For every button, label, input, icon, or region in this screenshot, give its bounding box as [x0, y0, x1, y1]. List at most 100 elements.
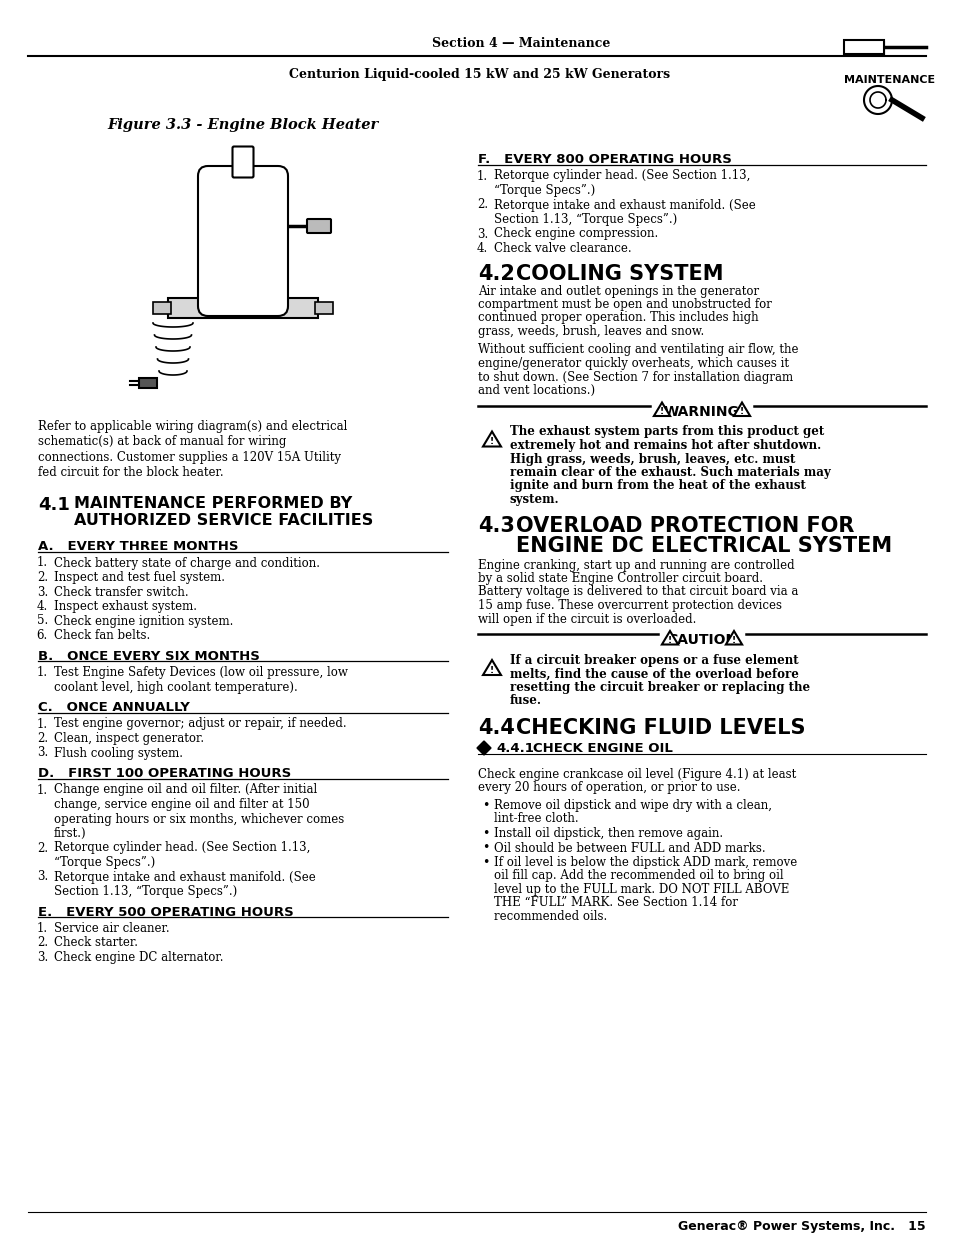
Text: !: ! [667, 636, 671, 645]
Text: fuse.: fuse. [510, 694, 541, 708]
Text: 2.: 2. [37, 936, 48, 950]
Text: every 20 hours of operation, or prior to use.: every 20 hours of operation, or prior to… [477, 782, 740, 794]
Text: If a circuit breaker opens or a fuse element: If a circuit breaker opens or a fuse ele… [510, 655, 798, 667]
Text: The exhaust system parts from this product get: The exhaust system parts from this produ… [510, 426, 823, 438]
Polygon shape [482, 431, 500, 447]
Text: Check engine crankcase oil level (Figure 4.1) at least: Check engine crankcase oil level (Figure… [477, 768, 796, 781]
Polygon shape [869, 91, 885, 107]
Text: Refer to applicable wiring diagram(s) and electrical: Refer to applicable wiring diagram(s) an… [38, 420, 347, 433]
Text: MAINTENANCE PERFORMED BY: MAINTENANCE PERFORMED BY [74, 496, 352, 511]
Text: engine/generator quickly overheats, which causes it: engine/generator quickly overheats, whic… [477, 357, 788, 370]
Text: coolant level, high coolant temperature).: coolant level, high coolant temperature)… [54, 680, 297, 694]
Text: Check engine compression.: Check engine compression. [494, 227, 658, 241]
Text: 3.: 3. [37, 746, 48, 760]
Text: remain clear of the exhaust. Such materials may: remain clear of the exhaust. Such materi… [510, 466, 830, 479]
Text: If oil level is below the dipstick ADD mark, remove: If oil level is below the dipstick ADD m… [494, 856, 797, 869]
Text: Section 4 — Maintenance: Section 4 — Maintenance [431, 37, 609, 49]
Text: lint-free cloth.: lint-free cloth. [494, 813, 578, 825]
Bar [139, 378, 157, 388]
Text: 6.: 6. [37, 629, 48, 642]
Text: Retorque cylinder head. (See Section 1.13,: Retorque cylinder head. (See Section 1.1… [494, 169, 750, 183]
Text: 2.: 2. [37, 571, 48, 584]
Text: Retorque intake and exhaust manifold. (See: Retorque intake and exhaust manifold. (S… [494, 199, 755, 211]
Text: 1.: 1. [37, 923, 48, 935]
Text: first.): first.) [54, 827, 87, 840]
Text: change, service engine oil and filter at 150: change, service engine oil and filter at… [54, 798, 310, 811]
Text: compartment must be open and unobstructed for: compartment must be open and unobstructe… [477, 298, 771, 311]
Text: continued proper operation. This includes high: continued proper operation. This include… [477, 311, 758, 325]
Text: F.   EVERY 800 OPERATING HOURS: F. EVERY 800 OPERATING HOURS [477, 153, 731, 165]
Text: operating hours or six months, whichever comes: operating hours or six months, whichever… [54, 813, 344, 825]
Text: !: ! [490, 437, 494, 447]
Text: 1.: 1. [37, 666, 48, 679]
FancyBboxPatch shape [233, 147, 253, 178]
Text: fed circuit for the block heater.: fed circuit for the block heater. [38, 467, 223, 479]
Text: Retorque cylinder head. (See Section 1.13,: Retorque cylinder head. (See Section 1.1… [54, 841, 310, 855]
Text: •: • [481, 841, 489, 855]
Text: 4.2: 4.2 [477, 264, 515, 284]
Text: Service air cleaner.: Service air cleaner. [54, 923, 170, 935]
Polygon shape [863, 86, 891, 114]
Text: Air intake and outlet openings in the generator: Air intake and outlet openings in the ge… [477, 284, 759, 298]
Text: level up to the FULL mark. DO NOT FILL ABOVE: level up to the FULL mark. DO NOT FILL A… [494, 883, 788, 897]
Text: Inspect and test fuel system.: Inspect and test fuel system. [54, 571, 225, 584]
Text: extremely hot and remains hot after shutdown.: extremely hot and remains hot after shut… [510, 438, 821, 452]
Text: melts, find the cause of the overload before: melts, find the cause of the overload be… [510, 667, 798, 680]
Text: Clean, inspect generator.: Clean, inspect generator. [54, 732, 204, 745]
Polygon shape [482, 659, 500, 676]
Polygon shape [476, 741, 491, 755]
Text: Remove oil dipstick and wipe dry with a clean,: Remove oil dipstick and wipe dry with a … [494, 799, 771, 811]
Text: High grass, weeds, brush, leaves, etc. must: High grass, weeds, brush, leaves, etc. m… [510, 452, 795, 466]
Text: !: ! [659, 408, 663, 416]
Text: Check transfer switch.: Check transfer switch. [54, 585, 189, 599]
Text: 1.: 1. [37, 783, 48, 797]
Text: “Torque Specs”.): “Torque Specs”.) [54, 856, 155, 869]
Text: 5.: 5. [37, 615, 48, 627]
Text: 15 amp fuse. These overcurrent protection devices: 15 amp fuse. These overcurrent protectio… [477, 599, 781, 613]
Text: “Torque Specs”.): “Torque Specs”.) [494, 184, 595, 198]
Text: 3.: 3. [37, 951, 48, 965]
Text: AUTHORIZED SERVICE FACILITIES: AUTHORIZED SERVICE FACILITIES [74, 513, 373, 529]
Text: •: • [481, 799, 489, 811]
Text: 2.: 2. [37, 732, 48, 745]
Text: Centurion Liquid-cooled 15 kW and 25 kW Generators: Centurion Liquid-cooled 15 kW and 25 kW … [289, 68, 670, 82]
Text: •: • [481, 856, 489, 869]
FancyBboxPatch shape [314, 303, 333, 314]
Polygon shape [733, 403, 749, 416]
Text: OVERLOAD PROTECTION FOR: OVERLOAD PROTECTION FOR [516, 516, 854, 536]
Text: Check battery state of charge and condition.: Check battery state of charge and condit… [54, 557, 319, 569]
Text: Check fan belts.: Check fan belts. [54, 629, 150, 642]
Text: Install oil dipstick, then remove again.: Install oil dipstick, then remove again. [494, 827, 722, 840]
Text: system.: system. [510, 493, 559, 506]
Text: Generac® Power Systems, Inc.   15: Generac® Power Systems, Inc. 15 [678, 1220, 925, 1233]
Text: Flush cooling system.: Flush cooling system. [54, 746, 183, 760]
Text: C.   ONCE ANNUALLY: C. ONCE ANNUALLY [38, 701, 190, 714]
FancyBboxPatch shape [152, 303, 171, 314]
Text: schematic(s) at back of manual for wiring: schematic(s) at back of manual for wirin… [38, 436, 286, 448]
Text: Oil should be between FULL and ADD marks.: Oil should be between FULL and ADD marks… [494, 841, 765, 855]
Text: THE “FULL” MARK. See Section 1.14 for: THE “FULL” MARK. See Section 1.14 for [494, 897, 738, 909]
Text: Without sufficient cooling and ventilating air flow, the: Without sufficient cooling and ventilati… [477, 343, 798, 357]
Text: !: ! [490, 666, 494, 676]
Text: connections. Customer supplies a 120V 15A Utility: connections. Customer supplies a 120V 15… [38, 451, 340, 464]
Text: Check valve clearance.: Check valve clearance. [494, 242, 631, 254]
Text: Test engine governor; adjust or repair, if needed.: Test engine governor; adjust or repair, … [54, 718, 346, 730]
Text: Section 1.13, “Torque Specs”.): Section 1.13, “Torque Specs”.) [54, 885, 237, 898]
Text: 3.: 3. [37, 585, 48, 599]
Text: recommended oils.: recommended oils. [494, 910, 607, 923]
Text: Retorque intake and exhaust manifold. (See: Retorque intake and exhaust manifold. (S… [54, 871, 315, 883]
Text: E.   EVERY 500 OPERATING HOURS: E. EVERY 500 OPERATING HOURS [38, 905, 294, 919]
Text: Section 1.13, “Torque Specs”.): Section 1.13, “Torque Specs”.) [494, 212, 677, 226]
Text: COOLING SYSTEM: COOLING SYSTEM [516, 264, 722, 284]
Text: A.   EVERY THREE MONTHS: A. EVERY THREE MONTHS [38, 540, 238, 553]
Text: ENGINE DC ELECTRICAL SYSTEM: ENGINE DC ELECTRICAL SYSTEM [516, 536, 891, 557]
Text: Check engine DC alternator.: Check engine DC alternator. [54, 951, 223, 965]
Text: ignite and burn from the heat of the exhaust: ignite and burn from the heat of the exh… [510, 479, 805, 493]
Text: 4.3: 4.3 [477, 516, 515, 536]
Text: 4.4.1: 4.4.1 [496, 742, 534, 755]
Text: 3.: 3. [37, 871, 48, 883]
Text: 4.1: 4.1 [38, 496, 70, 514]
Text: Change engine oil and oil filter. (After initial: Change engine oil and oil filter. (After… [54, 783, 317, 797]
FancyBboxPatch shape [198, 165, 288, 316]
Text: 4.4: 4.4 [477, 718, 515, 739]
